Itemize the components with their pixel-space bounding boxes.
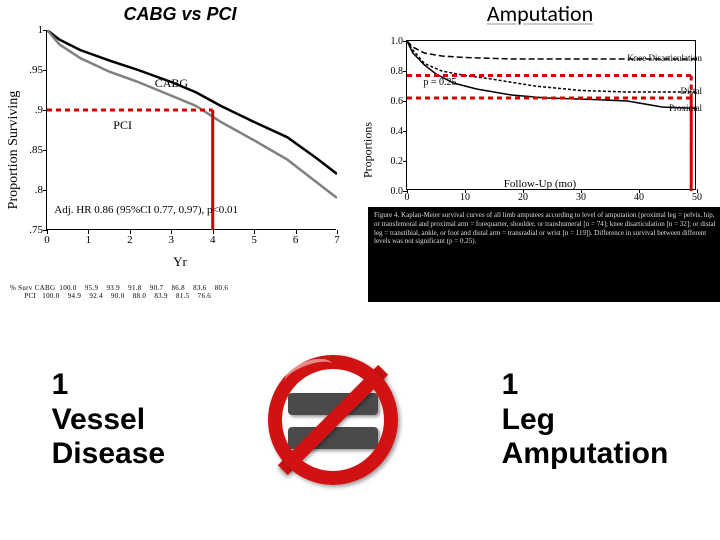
- left-panel: CABG vs PCI Proportion Surviving .75.8.8…: [0, 0, 360, 300]
- ytick: .9: [11, 104, 43, 116]
- xtick: 50: [692, 192, 702, 203]
- ytick: 1: [11, 24, 43, 36]
- xtick: 0: [405, 192, 410, 203]
- ytick: .75: [11, 224, 43, 236]
- xtick: 7: [334, 234, 340, 246]
- top-row: CABG vs PCI Proportion Surviving .75.8.8…: [0, 0, 720, 300]
- xtick: 5: [251, 234, 257, 246]
- xtick: 2: [127, 234, 133, 246]
- ytick: 0.6: [377, 96, 403, 107]
- xtick: 4: [210, 234, 216, 246]
- survival-table: % Surv CABG 100.0 95.9 93.9 91.8 90.7 86…: [10, 284, 228, 300]
- xtick: 3: [169, 234, 175, 246]
- series-label: Distal: [681, 86, 703, 96]
- ytick: 0.0: [377, 186, 403, 197]
- right-big-text: 1 Leg Amputation: [502, 368, 669, 472]
- slide: CABG vs PCI Proportion Surviving .75.8.8…: [0, 0, 720, 540]
- series-label: Proximal: [669, 103, 702, 113]
- ytick: 0.8: [377, 66, 403, 77]
- right-chart-svg: [407, 41, 697, 191]
- left-chart-svg: [47, 30, 337, 230]
- ytick: 0.4: [377, 126, 403, 137]
- xtick: 20: [518, 192, 528, 203]
- xtick: 6: [293, 234, 299, 246]
- bottom-row: 1 Vessel Disease 1 Leg Amputation: [0, 300, 720, 540]
- series-label: PCI: [113, 118, 132, 133]
- series-label: CABG: [155, 76, 188, 91]
- xtick: 10: [460, 192, 470, 203]
- right-x-axis-label: Follow-Up (mo): [504, 178, 576, 190]
- left-x-axis-label: Yr: [173, 254, 187, 270]
- ytick: 0.2: [377, 156, 403, 167]
- left-chart-title: CABG vs PCI: [123, 4, 236, 25]
- ytick: .95: [11, 64, 43, 76]
- right-y-axis-label: Proportions: [361, 122, 376, 178]
- xtick: 30: [576, 192, 586, 203]
- right-chart-title: Amputation: [487, 0, 593, 27]
- xtick: 0: [44, 234, 50, 246]
- left-big-text: 1 Vessel Disease: [52, 368, 165, 472]
- p-value: p = 0.25: [423, 77, 456, 88]
- ytick: 1.0: [377, 36, 403, 47]
- xtick: 1: [86, 234, 92, 246]
- xtick: 40: [634, 192, 644, 203]
- ytick: .85: [11, 144, 43, 156]
- series-label: Knee Disarticulation: [627, 53, 702, 63]
- left-plot-area: .75.8.85.9.95101234567CABGPCI: [46, 30, 336, 230]
- ytick: .8: [11, 184, 43, 196]
- not-equal-icon: [268, 355, 398, 485]
- right-panel: Amputation Proportions 0.0 0.2 0.4 0.6 0.8 1.…: [360, 0, 720, 300]
- figure-caption: Figure 4. Kaplan-Meier survival curves o…: [368, 207, 720, 302]
- hr-annotation: Adj. HR 0.86 (95%CI 0.77, 0.97), p<0.01: [54, 204, 238, 216]
